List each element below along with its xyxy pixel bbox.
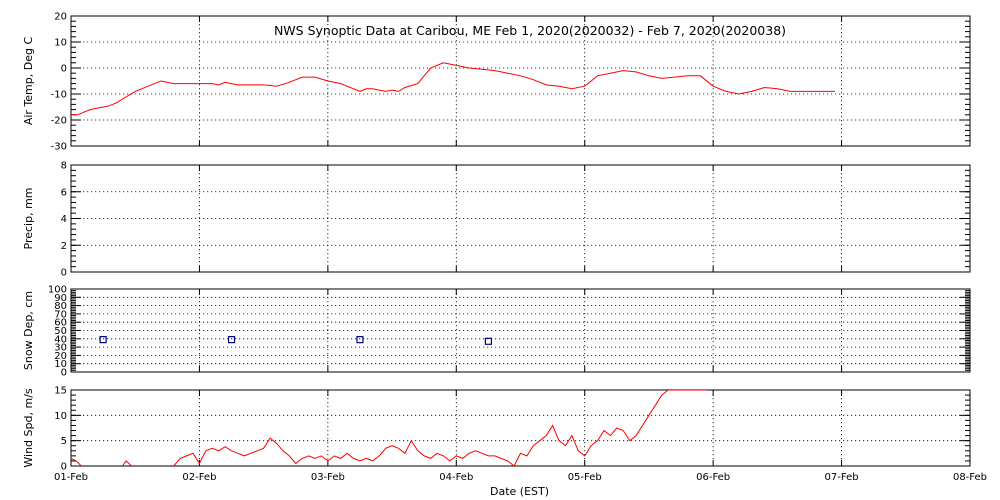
panel-frame (70, 15, 971, 147)
y-tick-label: 0 (61, 268, 67, 279)
y-tick-label: -30 (51, 142, 67, 153)
panel-frame (70, 164, 971, 273)
y-tick-label: 50 (54, 326, 67, 337)
x-tick-label: 08-Feb (953, 472, 987, 483)
y-tick-label: 20 (54, 351, 67, 362)
y-tick-label: 0 (61, 462, 67, 473)
panel-frame (70, 288, 971, 373)
x-tick-label: 03-Feb (311, 472, 345, 483)
y-tick-label: 90 (54, 293, 67, 304)
x-axis-title: Date (EST) (490, 485, 549, 498)
snow-depth-point (227, 336, 236, 344)
y-axis-title: Wind Spd, m/s (22, 388, 35, 468)
air-temp-series-line (71, 62, 836, 116)
y-tick-label: 6 (61, 187, 67, 198)
wind-speed-series-line (71, 457, 82, 466)
y-tick-label: 10 (54, 38, 67, 49)
panel-air-temp: -30 -20 -10 0 10 20 Air Temp, Deg C (22, 12, 971, 153)
y-tick-label: 80 (54, 301, 67, 312)
panel-frame (70, 389, 971, 467)
y-tick-label: 30 (54, 343, 67, 354)
snow-depth-point (484, 337, 492, 345)
y-tick-label: 0 (61, 368, 67, 379)
x-tick-label: 01-Feb (54, 472, 88, 483)
x-tick-label: 04-Feb (439, 472, 473, 483)
x-tick-label: 05-Feb (568, 472, 602, 483)
y-tick-label: 15 (54, 386, 67, 397)
y-tick-label: 60 (54, 318, 67, 329)
y-tick-label: 10 (54, 411, 67, 422)
y-axis-title: Air Temp, Deg C (22, 37, 35, 126)
x-tick-label: 02-Feb (182, 472, 216, 483)
panel-precip: 0 2 4 6 8 Precip, mm (22, 161, 971, 279)
y-tick-label: 5 (61, 436, 67, 447)
y-axis-title: Snow Dep, cm (22, 291, 35, 370)
y-tick-label: 40 (54, 334, 67, 345)
chart-title: NWS Synoptic Data at Caribou, ME Feb 1, … (274, 23, 786, 38)
x-tick-label: 07-Feb (825, 472, 859, 483)
y-tick-label: 2 (61, 241, 67, 252)
y-tick-label: 20 (54, 12, 67, 23)
wind-speed-series-line (121, 460, 132, 466)
y-tick-label: 8 (61, 161, 67, 172)
panel-wind-speed: 0 5 10 15 Wind Spd, m/s 01-Feb 02-Feb 03-Feb 04-… (22, 386, 987, 499)
x-tick-label: 06-Feb (696, 472, 730, 483)
wind-speed-series-line (173, 390, 707, 466)
y-axis-title: Precip, mm (22, 188, 35, 250)
y-tick-label: 10 (54, 359, 67, 370)
y-tick-label: -10 (51, 90, 67, 101)
y-tick-label: -20 (51, 116, 67, 127)
y-tick-label: 0 (61, 64, 67, 75)
snow-depth-point (356, 336, 364, 344)
snow-depth-point (99, 336, 107, 344)
y-tick-label: 4 (61, 214, 67, 225)
y-tick-label: 70 (54, 309, 67, 320)
y-tick-label: 100 (48, 285, 67, 296)
